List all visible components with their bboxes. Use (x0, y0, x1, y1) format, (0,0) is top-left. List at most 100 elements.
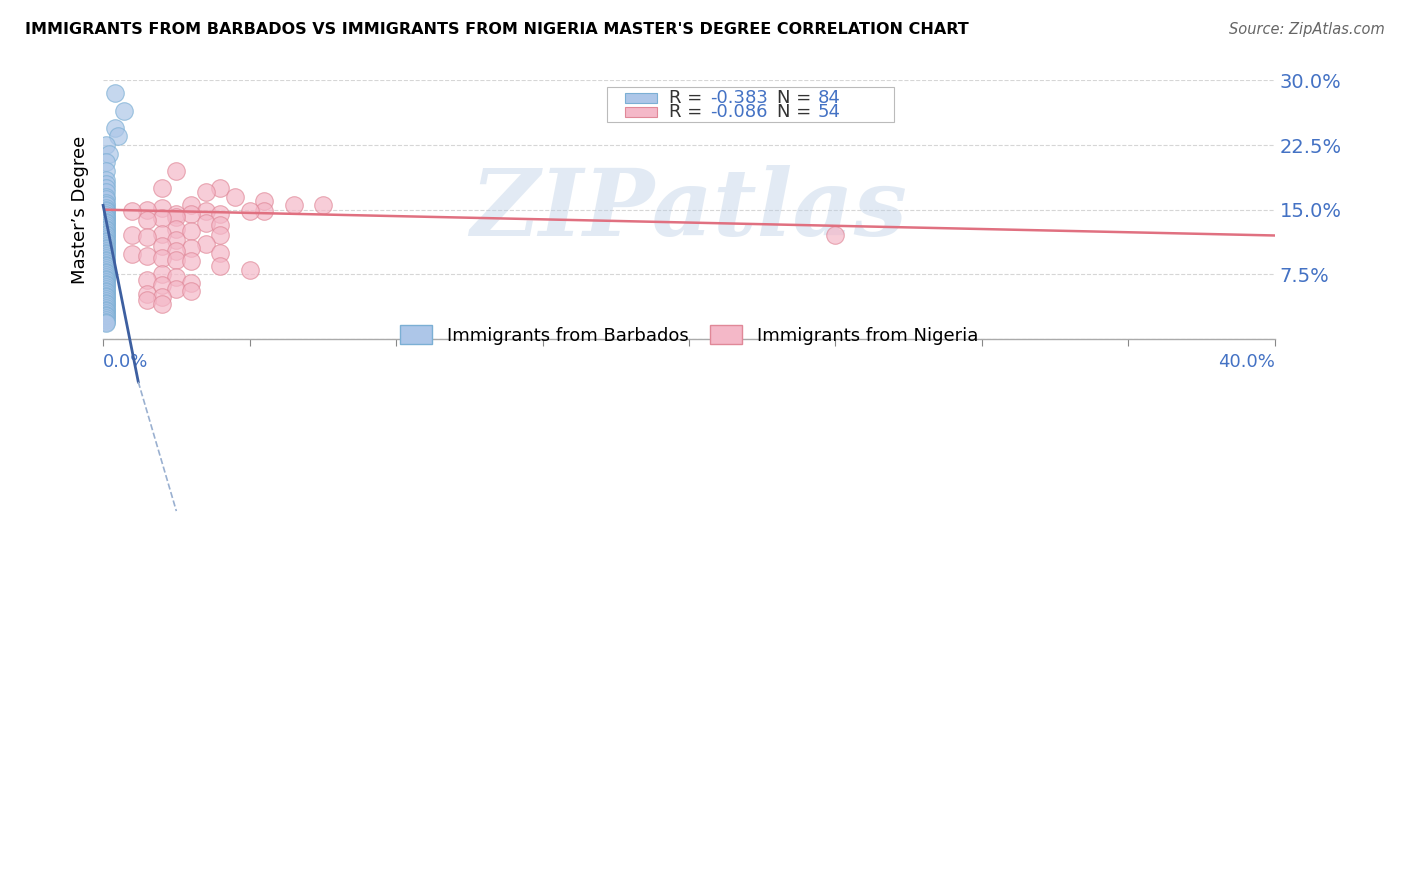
Point (94, 201, 117, 215)
Point (94, 227, 117, 241)
Point (180, 276, 202, 290)
Point (94, 256, 117, 270)
Point (94, 295, 117, 310)
Point (253, 204, 276, 219)
Point (94, 258, 117, 272)
Point (94, 273, 117, 287)
Point (94, 221, 117, 235)
Point (94, 177, 117, 191)
Bar (624, 93, 658, 103)
Text: N =: N = (778, 103, 817, 120)
Point (194, 186, 217, 200)
Point (94, 216, 117, 230)
Point (224, 190, 246, 204)
Point (94, 232, 117, 246)
Y-axis label: Master’s Degree: Master’s Degree (72, 136, 89, 284)
Point (209, 218, 232, 232)
Point (94, 215, 117, 229)
Point (94, 172, 117, 186)
Point (94, 260, 117, 274)
Bar (624, 107, 658, 117)
Point (824, 228, 846, 243)
Point (94, 245, 117, 260)
Point (94, 278, 117, 293)
Point (209, 181, 232, 195)
Point (136, 230, 159, 244)
Point (94, 213, 117, 227)
Point (94, 265, 117, 279)
Legend: Immigrants from Barbados, Immigrants from Nigeria: Immigrants from Barbados, Immigrants fro… (392, 318, 986, 351)
Point (94, 299, 117, 313)
Point (165, 210, 187, 224)
Text: ZIPatlas: ZIPatlas (471, 165, 907, 254)
Point (150, 291, 173, 305)
Point (94, 138, 117, 153)
Point (94, 301, 117, 315)
Point (94, 190, 117, 204)
Point (94, 313, 117, 327)
Point (94, 206, 117, 220)
Point (150, 297, 173, 311)
Point (165, 221, 187, 235)
Point (94, 277, 117, 291)
Point (209, 245, 232, 260)
Text: N =: N = (778, 89, 817, 107)
Point (94, 316, 117, 330)
Point (312, 198, 335, 212)
Point (94, 271, 117, 285)
Point (94, 268, 117, 282)
Point (94, 242, 117, 256)
Point (180, 254, 202, 268)
Point (209, 207, 232, 221)
Text: IMMIGRANTS FROM BARBADOS VS IMMIGRANTS FROM NIGERIA MASTER'S DEGREE CORRELATION : IMMIGRANTS FROM BARBADOS VS IMMIGRANTS F… (25, 22, 969, 37)
Point (94, 266, 117, 280)
Point (150, 201, 173, 215)
Point (94, 302, 117, 317)
Point (94, 292, 117, 306)
Text: -0.086: -0.086 (710, 103, 768, 120)
Point (165, 282, 187, 296)
Text: 54: 54 (818, 103, 841, 120)
Point (150, 181, 173, 195)
Point (94, 251, 117, 265)
Point (94, 202, 117, 217)
Point (94, 293, 117, 308)
Point (180, 224, 202, 238)
Point (94, 228, 117, 243)
Point (150, 227, 173, 241)
Point (94, 304, 117, 318)
Point (94, 254, 117, 268)
FancyBboxPatch shape (607, 87, 894, 122)
Point (94, 289, 117, 303)
Point (165, 269, 187, 284)
Point (94, 186, 117, 200)
Point (194, 204, 217, 219)
Point (94, 235, 117, 250)
Point (94, 284, 117, 298)
Point (94, 315, 117, 329)
Point (94, 263, 117, 277)
Point (94, 234, 117, 248)
Point (94, 181, 117, 195)
Point (94, 287, 117, 301)
Point (165, 233, 187, 247)
Point (150, 267, 173, 281)
Point (121, 228, 143, 243)
Point (209, 228, 232, 243)
Point (94, 192, 117, 206)
Point (94, 218, 117, 232)
Point (94, 249, 117, 263)
Point (94, 211, 117, 226)
Point (165, 164, 187, 178)
Point (180, 241, 202, 255)
Point (136, 213, 159, 227)
Point (94, 223, 117, 237)
Point (165, 244, 187, 258)
Point (112, 103, 135, 118)
Point (165, 252, 187, 267)
Point (94, 219, 117, 234)
Point (94, 310, 117, 324)
Point (136, 293, 159, 307)
Point (104, 120, 127, 135)
Point (94, 280, 117, 294)
